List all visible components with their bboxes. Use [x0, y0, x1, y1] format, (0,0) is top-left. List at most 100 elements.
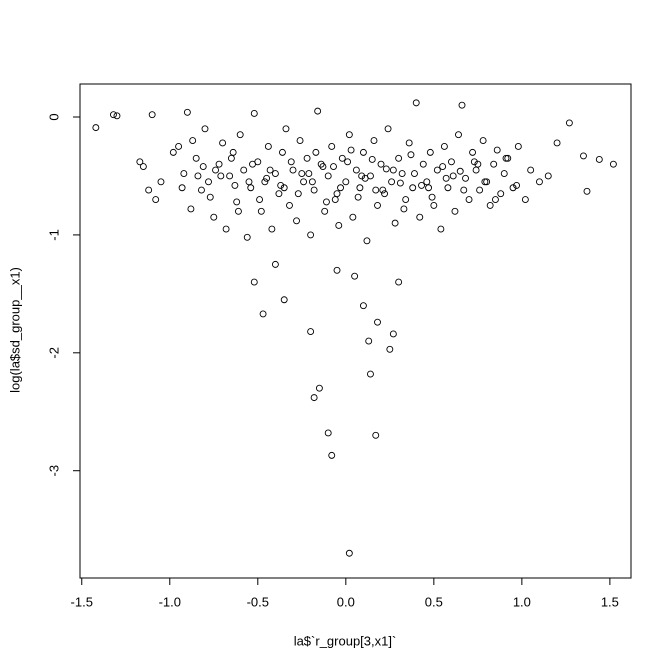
x-tick-label: 1.5: [601, 594, 619, 609]
point: [109, 111, 117, 119]
point: [460, 186, 468, 194]
point: [469, 148, 477, 156]
point: [500, 170, 508, 178]
point: [372, 186, 380, 194]
x-tick-label: 0.5: [425, 594, 443, 609]
point: [367, 370, 374, 378]
point: [240, 166, 248, 174]
point: [278, 148, 286, 156]
point: [536, 178, 543, 186]
point: [321, 207, 329, 215]
point: [206, 193, 214, 201]
point: [275, 190, 283, 198]
point: [347, 146, 355, 154]
point: [271, 260, 279, 268]
point: [368, 156, 376, 163]
point: [442, 174, 450, 182]
point: [389, 330, 397, 338]
point: [243, 233, 251, 241]
point: [389, 166, 397, 174]
point: [249, 160, 256, 168]
point: [497, 190, 505, 198]
x-tick-label: -1.5: [71, 594, 93, 609]
point: [395, 154, 403, 162]
point: [217, 172, 225, 180]
point: [381, 190, 388, 198]
point: [351, 272, 359, 280]
point: [300, 178, 308, 186]
point: [418, 181, 425, 189]
point: [349, 213, 357, 221]
point: [470, 158, 478, 166]
point: [333, 190, 341, 198]
point: [210, 213, 218, 221]
point: [426, 148, 434, 156]
point: [337, 184, 344, 192]
point: [286, 201, 293, 209]
point: [263, 174, 271, 182]
point: [183, 108, 191, 116]
point: [323, 198, 330, 206]
point: [411, 170, 418, 178]
point: [425, 184, 433, 192]
point: [553, 139, 561, 147]
point: [479, 137, 487, 145]
point: [308, 178, 316, 186]
point: [416, 213, 424, 221]
point: [148, 111, 156, 119]
point: [261, 178, 269, 186]
point: [139, 163, 147, 170]
y-axis-label: log(la$sd_group__x1): [7, 267, 22, 393]
point: [152, 196, 160, 203]
point: [465, 196, 473, 203]
point: [312, 148, 320, 156]
point: [199, 163, 207, 170]
point: [282, 125, 290, 133]
point: [504, 154, 512, 162]
point: [92, 124, 100, 132]
point: [280, 296, 288, 304]
point: [370, 137, 378, 145]
point: [412, 99, 420, 107]
point: [409, 184, 417, 192]
point: [187, 205, 195, 213]
point: [447, 158, 455, 166]
point: [352, 166, 360, 174]
point: [481, 178, 489, 186]
y-tick-label: -2: [46, 347, 61, 359]
point: [178, 184, 186, 192]
point: [345, 549, 353, 557]
point: [354, 193, 362, 201]
point: [307, 328, 315, 336]
point: [205, 178, 212, 186]
point: [365, 337, 373, 345]
point: [305, 170, 313, 178]
point: [502, 154, 510, 162]
y-tick-label: -3: [46, 465, 61, 477]
point: [277, 181, 285, 189]
point: [356, 184, 364, 192]
point: [169, 148, 177, 156]
point: [293, 217, 300, 225]
point: [145, 186, 153, 194]
point: [374, 201, 381, 209]
point: [319, 163, 327, 170]
point: [493, 146, 501, 154]
point: [609, 160, 617, 168]
point: [363, 237, 371, 245]
point: [250, 110, 258, 117]
point: [458, 101, 466, 109]
point: [222, 225, 230, 233]
point: [324, 172, 332, 180]
point: [400, 205, 408, 213]
point: [180, 170, 188, 178]
point: [201, 125, 209, 133]
point: [514, 143, 522, 150]
point: [583, 187, 591, 195]
point: [527, 166, 535, 174]
point: [379, 186, 387, 194]
point: [407, 151, 415, 159]
point: [268, 225, 276, 233]
point: [333, 266, 341, 274]
point: [296, 137, 304, 145]
